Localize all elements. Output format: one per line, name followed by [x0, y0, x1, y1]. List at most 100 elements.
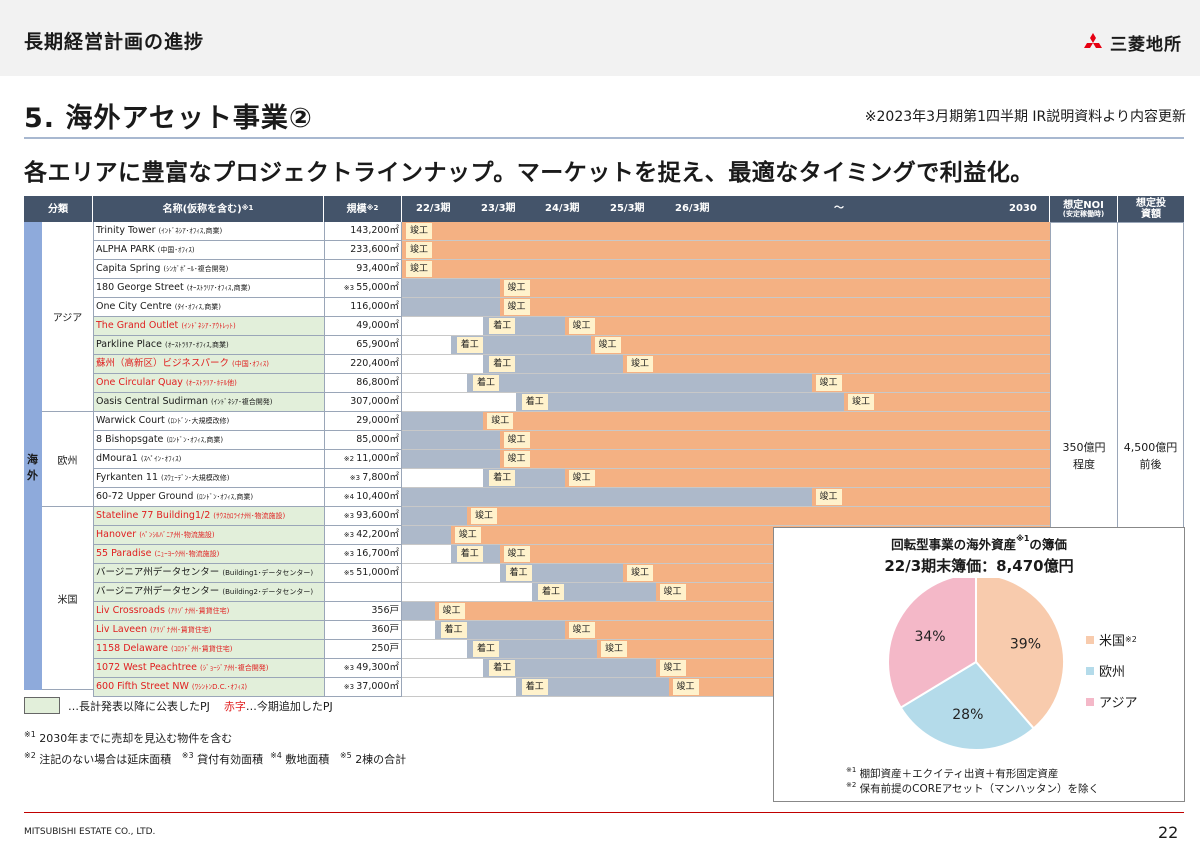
scale-note: ※3 — [343, 531, 357, 539]
pie-legend-europe: 欧州 — [1086, 661, 1125, 680]
construction-bar — [483, 659, 656, 677]
project-detail: (ﾀｲ･ｵﾌｨｽ,商業) — [174, 303, 221, 311]
scale-value: 10,400㎡ — [356, 491, 399, 502]
pie-note-2: ※2 保有前提のCOREアセット（マンハッタン）を除く — [846, 781, 1099, 796]
pie-legend-europe-label: 欧州 — [1099, 665, 1126, 680]
operation-bar — [564, 469, 1050, 487]
construction-bar — [483, 355, 623, 373]
investment-value: 4,500億円 前後 — [1118, 439, 1183, 473]
scale-value: 37,000㎡ — [356, 681, 399, 692]
region-us-label: 米国 — [57, 594, 78, 606]
investment-value-amount: 4,500億円 — [1123, 441, 1178, 454]
scale-value: 220,400㎡ — [350, 358, 399, 369]
project-name-text: ALPHA PARK — [96, 244, 158, 255]
operation-bar — [499, 298, 1050, 316]
timeline: 着工 竣工 — [402, 393, 1050, 412]
project-name-text: Fyrkanten 11 — [96, 472, 162, 483]
operation-bar — [590, 336, 1050, 354]
footnote-2-text: 注記のない場合は延床面積 — [39, 753, 172, 766]
scale-value: 55,000㎡ — [356, 282, 399, 293]
scale-note: ※3 — [343, 683, 357, 691]
pie-label-us: 39% — [1010, 637, 1041, 653]
project-detail: (ｼﾞｮｰｼﾞｱ州･複合開発) — [200, 664, 269, 672]
project-scale: 220,400㎡ — [324, 355, 402, 374]
project-scale: ※2 11,000㎡ — [324, 450, 402, 469]
footer-divider — [24, 812, 1184, 813]
project-name: Liv Laveen (ｱﾘｿﾞﾅ州･賃貸住宅) — [93, 621, 324, 640]
timeline: 着工 竣工 — [402, 336, 1050, 355]
project-name-text: Stateline 77 Building1/2 — [96, 510, 214, 521]
project-name: Liv Crossroads (ｱﾘｿﾞﾅ州･賃貸住宅) — [93, 602, 324, 621]
table-row: One City Centre (ﾀｲ･ｵﾌｨｽ,商業) 116,000㎡ 竣工 — [24, 298, 1184, 317]
project-name-text: Hanover — [96, 529, 140, 540]
pie-slice-asia — [887, 578, 977, 709]
project-detail: (ｺﾛﾗﾄﾞ州･賃貸住宅) — [170, 645, 233, 653]
scale-note: ※3 — [343, 512, 357, 520]
project-name: 1158 Delaware (ｺﾛﾗﾄﾞ州･賃貸住宅) — [93, 640, 324, 659]
table-row: 8 Bishopsgate (ﾛﾝﾄﾞﾝ･ｵﾌｨｽ,商業) 85,000㎡ 竣工 — [24, 431, 1184, 450]
noi-value-qualifier: 程度 — [1073, 458, 1095, 471]
year-label: 2030 — [1009, 203, 1037, 214]
timeline: 竣工 — [402, 431, 1050, 450]
project-scale: 143,200㎡ — [324, 222, 402, 241]
project-detail: (ｵｰｽﾄﾗﾘｱ･ｵﾌｨｽ,商業) — [164, 341, 229, 349]
project-detail: (ﾛﾝﾄﾞﾝ･ｵﾌｨｽ,商業) — [196, 493, 254, 501]
legend-red-label: 赤字 — [223, 699, 246, 713]
header-noi-sub: (安定稼働時) — [1062, 209, 1105, 218]
table-row: ALPHA PARK (中国･ｵﾌｨｽ) 233,600㎡ 竣工 — [24, 241, 1184, 260]
scale-value: 29,000㎡ — [356, 415, 399, 426]
construction-bar — [515, 393, 844, 411]
footnote-1-text: 2030年までに売却を見込む物件を含む — [39, 732, 233, 745]
construction-start-marker: 着工 — [521, 679, 548, 695]
project-name-text: 60-72 Upper Ground — [96, 491, 197, 502]
project-detail: (ｱﾘｿﾞﾅ州･賃貸住宅) — [167, 607, 230, 615]
operation-bar — [844, 393, 1050, 411]
construction-start-marker: 着工 — [538, 584, 564, 600]
top-bar: 長期経営計画の進捗 三菱地所 — [0, 0, 1200, 76]
construction-start-marker: 着工 — [489, 660, 516, 676]
project-detail: (ｻｳｽｶﾛﾗｲﾅ州･物流施設) — [213, 512, 286, 520]
pie-legend-asia-swatch — [1086, 697, 1094, 706]
project-detail: (ﾛﾝﾄﾞﾝ･ｵﾌｨｽ,商業) — [166, 436, 224, 444]
year-label: 24/3期 — [545, 203, 580, 214]
construction-bar — [402, 298, 500, 316]
operation-bar — [499, 279, 1050, 297]
project-scale: ※4 10,400㎡ — [324, 488, 402, 507]
completion-marker: 竣工 — [601, 641, 627, 657]
table-row: Capita Spring (ｼﾝｶﾞﾎﾟｰﾙ･複合開発) 93,400㎡ 竣工 — [24, 260, 1184, 279]
header-name-label: 名称(仮称を含む) — [162, 203, 242, 215]
scale-note: ※2 — [343, 455, 357, 463]
completion-marker: 竣工 — [848, 394, 874, 410]
table-legend: …長計発表以降に公表したPJ 赤字 …今期追加したPJ — [24, 697, 333, 714]
pie-title-suffix: の簿価 — [1029, 537, 1067, 552]
construction-start-marker: 着工 — [489, 318, 516, 334]
operation-bar — [402, 222, 1050, 240]
project-scale: ※3 93,600㎡ — [324, 507, 402, 526]
header-noi-label: 想定NOI — [1063, 199, 1104, 211]
completion-marker: 竣工 — [815, 489, 842, 505]
pie-title-mark: ※1 — [1016, 534, 1030, 543]
completion-marker: 竣工 — [438, 603, 465, 619]
project-name: Fyrkanten 11 (ｽｳｪｰﾃﾞﾝ･大規模改修) — [93, 469, 324, 488]
project-name: 8 Bishopsgate (ﾛﾝﾄﾞﾝ･ｵﾌｨｽ,商業) — [93, 431, 324, 450]
pie-note-1: ※1 棚卸資産＋エクイティ出資＋有形固定資産 — [846, 766, 1058, 781]
region-europe-label: 欧州 — [57, 455, 78, 467]
pie-legend-us-label: 米国 — [1099, 634, 1126, 649]
project-detail: (ﾜｼﾝﾄﾝD.C.･ｵﾌｨｽ) — [191, 683, 248, 691]
project-detail: (ｵｰｽﾄﾗﾘｱ･ｵﾌｨｽ,商業) — [186, 284, 251, 292]
year-label: ～ — [834, 203, 844, 214]
pie-note-1-mark: ※1 — [846, 766, 857, 774]
scale-value: 65,900㎡ — [356, 339, 399, 350]
project-scale: ※3 37,000㎡ — [324, 678, 402, 697]
scale-value: 356戸 — [371, 605, 399, 616]
project-name: One City Centre (ﾀｲ･ｵﾌｨｽ,商業) — [93, 298, 324, 317]
three-diamonds-logo-icon — [1084, 32, 1102, 48]
project-detail: (ﾍﾟﾝｼﾙﾊﾞﾆｱ州･物流施設) — [139, 531, 215, 539]
pie-legend-asia-label: アジア — [1099, 696, 1138, 711]
header-category: 分類 — [24, 196, 93, 222]
project-detail: (ｵｰｽﾄﾗﾘｱ･ﾎﾃﾙ他) — [185, 379, 237, 387]
project-scale: 307,000㎡ — [324, 393, 402, 412]
project-name: One Circular Quay (ｵｰｽﾄﾗﾘｱ･ﾎﾃﾙ他) — [93, 374, 324, 393]
scale-value: 16,700㎡ — [356, 548, 399, 559]
